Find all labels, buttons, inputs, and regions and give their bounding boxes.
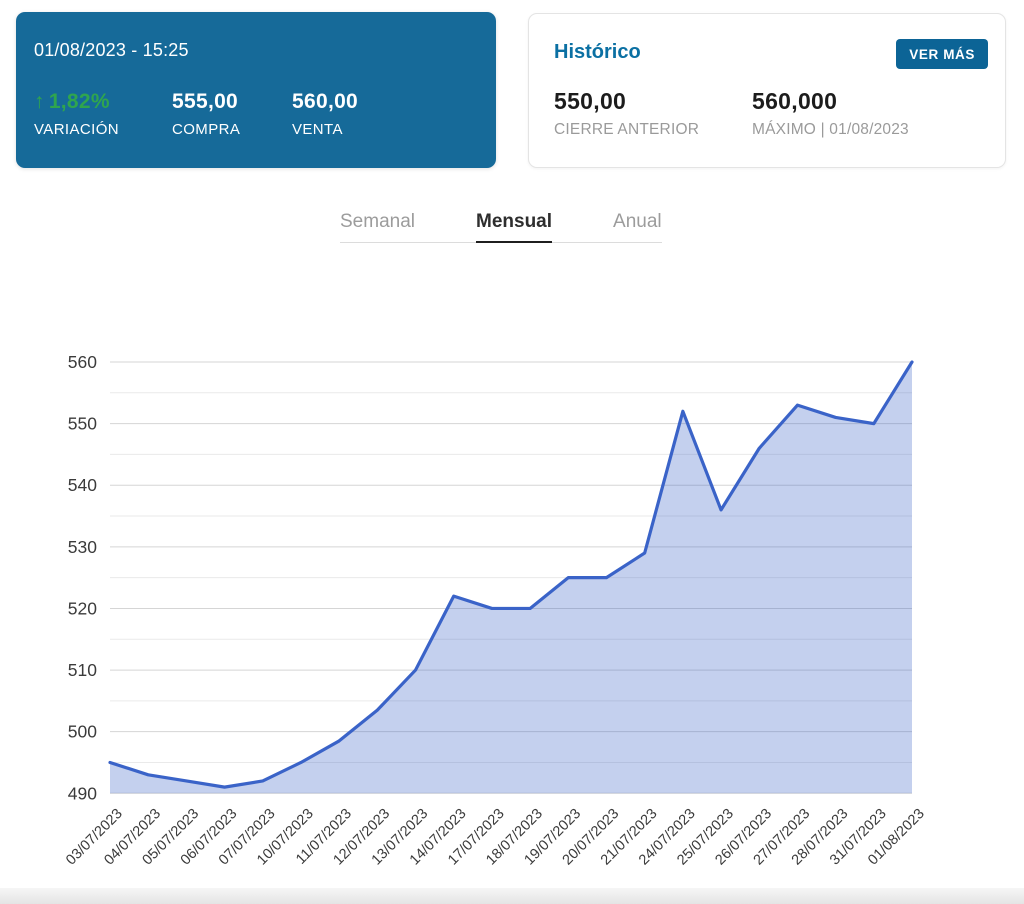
maximum-block: 560,000 MÁXIMO | 01/08/2023 [752, 88, 909, 139]
tab-anual[interactable]: Anual [613, 211, 662, 233]
previous-close-value: 550,00 [554, 88, 699, 115]
variation-value-row: ↑1,82% [34, 90, 119, 114]
historico-card: Histórico VER MÁS 550,00 CIERRE ANTERIOR… [528, 13, 1006, 168]
sell-label: VENTA [292, 121, 358, 138]
y-axis-label: 490 [68, 783, 97, 803]
y-axis-label: 530 [68, 537, 97, 557]
variation-value: 1,82% [49, 90, 110, 113]
historico-title: Histórico [554, 41, 641, 64]
y-axis-label: 520 [68, 598, 97, 618]
tab-semanal[interactable]: Semanal [340, 211, 415, 233]
page: 01/08/2023 - 15:25 ↑1,82% VARIACIÓN 555,… [0, 0, 1024, 904]
maximum-value: 560,000 [752, 88, 909, 115]
ticker-card: 01/08/2023 - 15:25 ↑1,82% VARIACIÓN 555,… [16, 12, 496, 168]
price-chart: 49050051052053054055056003/07/202304/07/… [0, 330, 1024, 904]
y-axis-label: 500 [68, 722, 97, 742]
y-axis-label: 550 [68, 414, 97, 434]
maximum-label: MÁXIMO | 01/08/2023 [752, 121, 909, 139]
arrow-up-icon: ↑ [34, 90, 45, 113]
buy-block: 555,00 COMPRA [172, 90, 240, 138]
ver-mas-button[interactable]: VER MÁS [896, 39, 988, 69]
y-axis-label: 540 [68, 475, 97, 495]
variation-block: ↑1,82% VARIACIÓN [34, 90, 119, 138]
bottom-section-edge [0, 888, 1024, 904]
buy-label: COMPRA [172, 121, 240, 138]
variation-label: VARIACIÓN [34, 121, 119, 138]
y-axis-label: 510 [68, 660, 97, 680]
y-axis-label: 560 [68, 352, 97, 372]
sell-value: 560,00 [292, 90, 358, 114]
previous-close-label: CIERRE ANTERIOR [554, 121, 699, 139]
sell-block: 560,00 VENTA [292, 90, 358, 138]
buy-value: 555,00 [172, 90, 240, 114]
previous-close-block: 550,00 CIERRE ANTERIOR [554, 88, 699, 139]
ticker-datetime: 01/08/2023 - 15:25 [34, 40, 189, 61]
period-tabs: Semanal Mensual Anual [340, 211, 662, 243]
tab-mensual[interactable]: Mensual [476, 211, 552, 233]
